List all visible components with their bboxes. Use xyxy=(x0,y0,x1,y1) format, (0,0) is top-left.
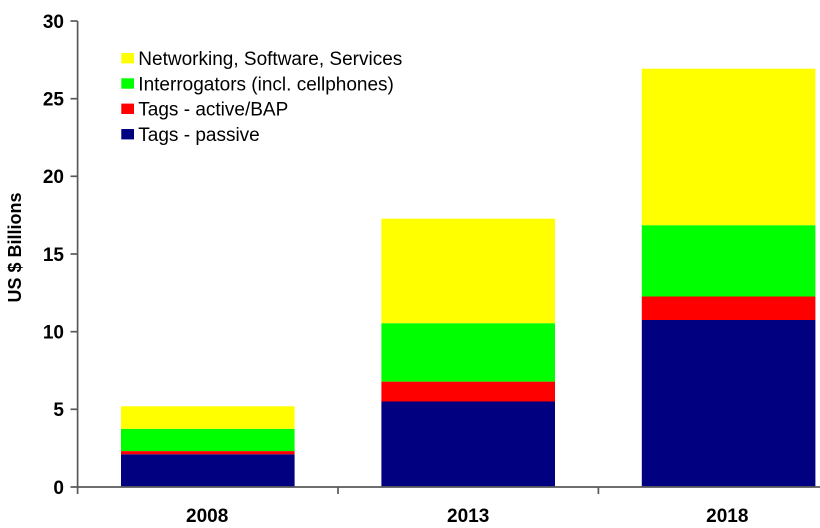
svg-text:Networking, Software, Services: Networking, Software, Services xyxy=(138,49,402,70)
svg-text:Interrogators (incl. cellphone: Interrogators (incl. cellphones) xyxy=(138,74,394,95)
svg-text:10: 10 xyxy=(43,323,64,344)
svg-text:5: 5 xyxy=(53,400,64,421)
svg-text:2018: 2018 xyxy=(706,506,748,527)
svg-text:2008: 2008 xyxy=(186,506,228,527)
svg-text:25: 25 xyxy=(43,90,65,111)
svg-text:US $ Billions: US $ Billions xyxy=(5,192,25,302)
svg-text:15: 15 xyxy=(43,245,65,266)
svg-text:20: 20 xyxy=(43,167,64,188)
svg-text:0: 0 xyxy=(53,478,64,499)
svg-text:Tags - active/BAP: Tags - active/BAP xyxy=(138,100,288,121)
svg-text:2013: 2013 xyxy=(447,506,489,527)
svg-text:30: 30 xyxy=(43,12,64,33)
svg-text:Tags - passive: Tags - passive xyxy=(138,125,259,146)
